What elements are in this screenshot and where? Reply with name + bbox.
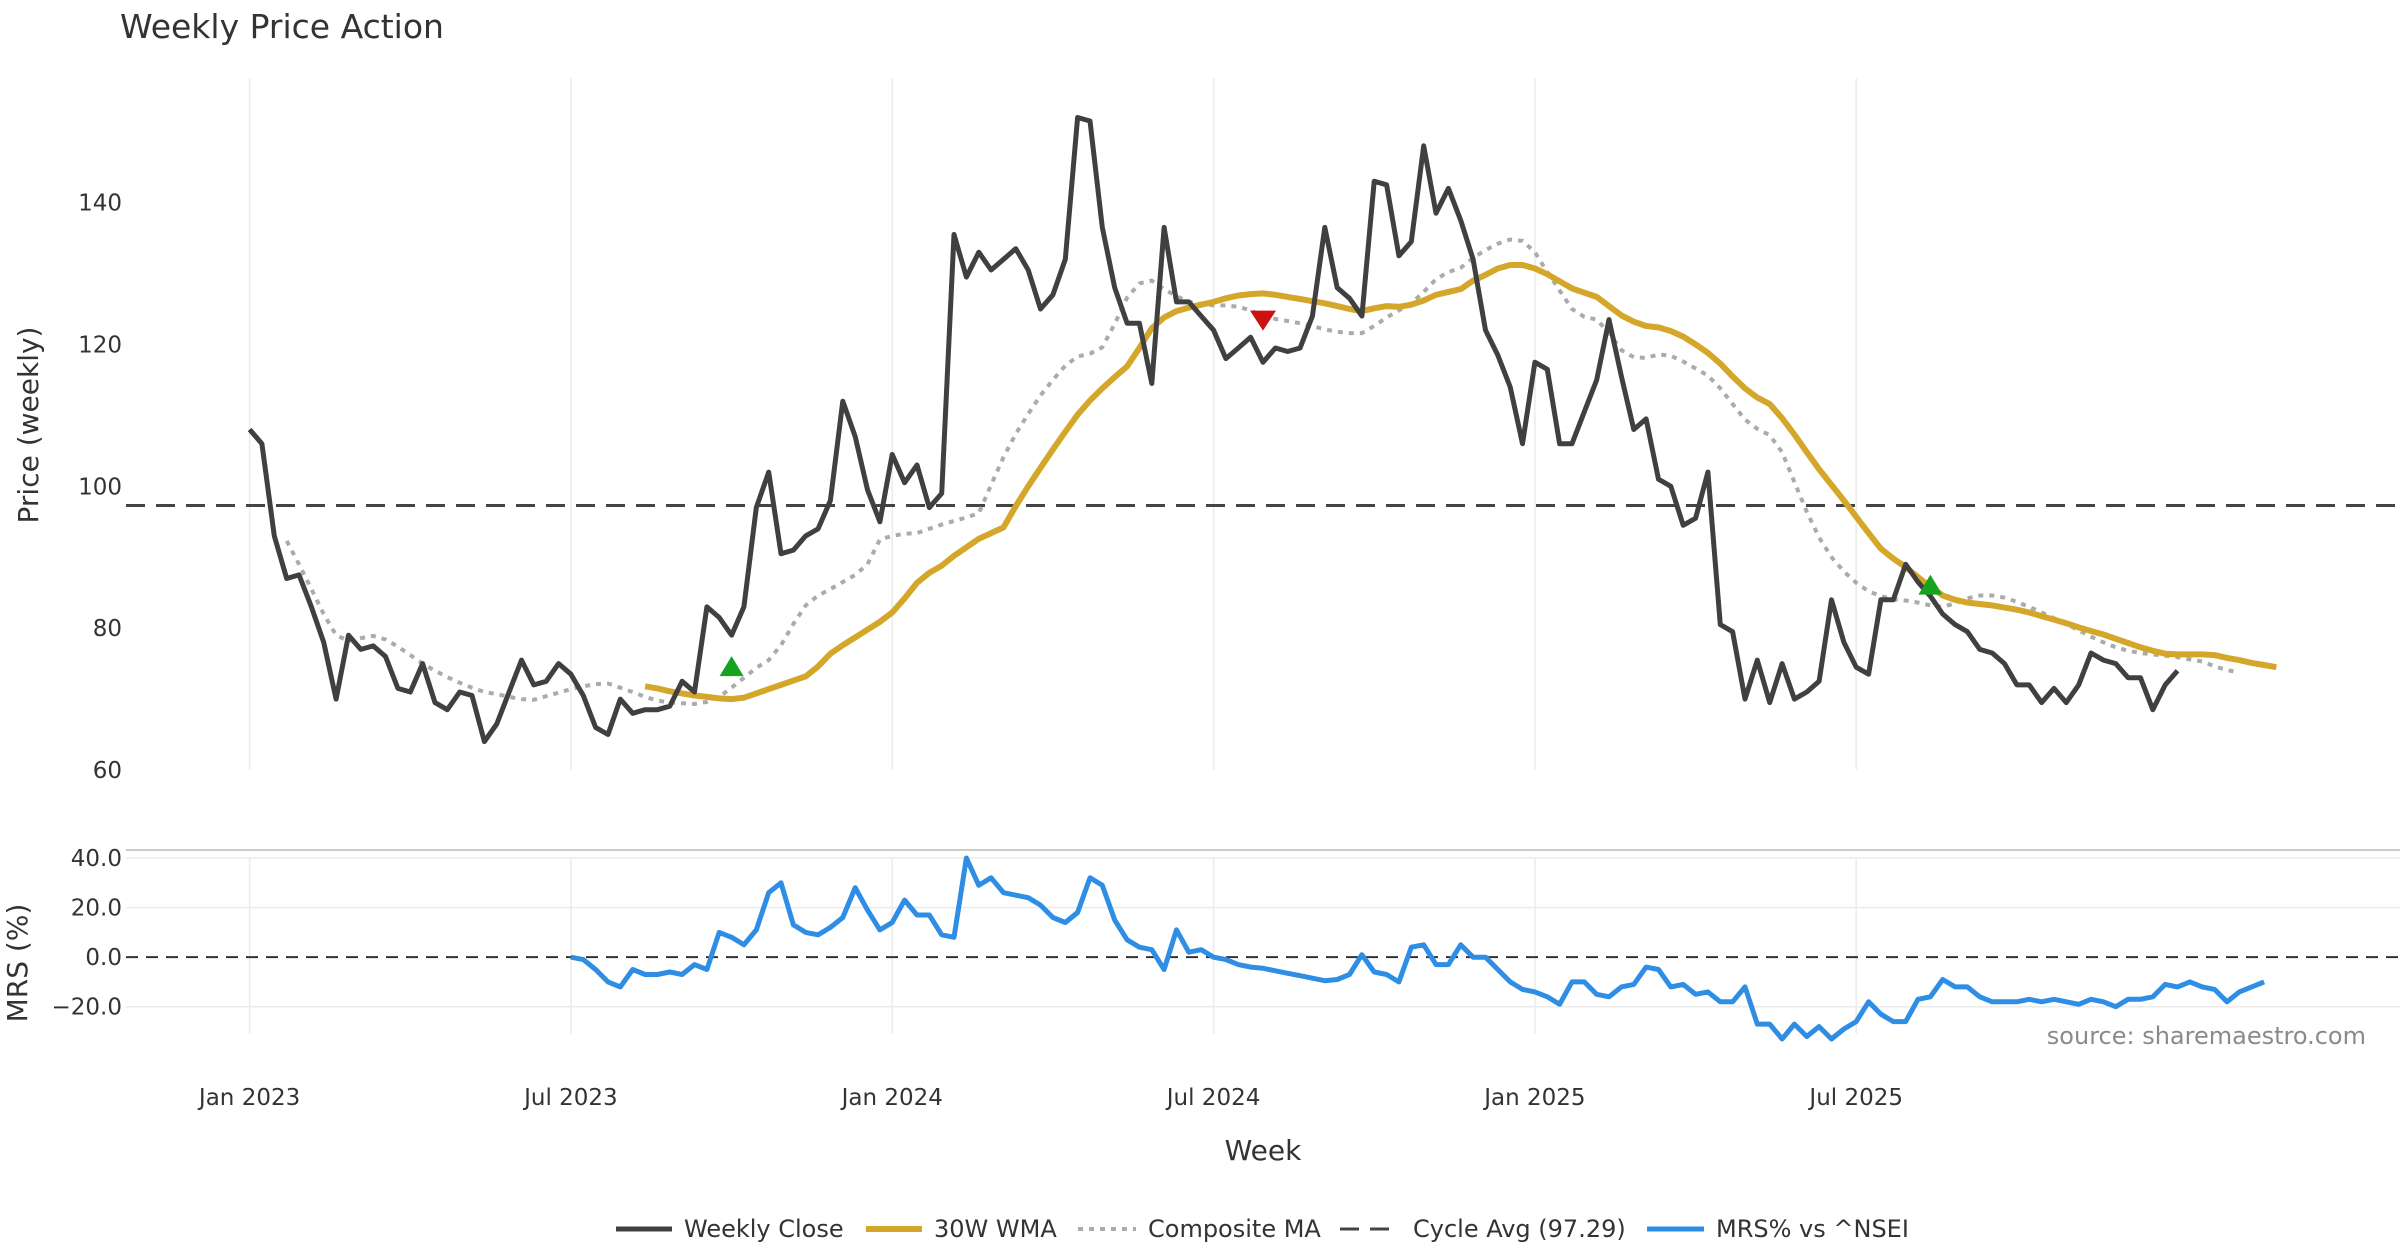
legend-label-wma: 30W WMA — [934, 1215, 1057, 1243]
buy-signal-marker-2 — [1918, 574, 1943, 595]
mrs-y-tick-2: 0.0 — [85, 945, 122, 971]
chart-title: Weekly Price Action — [120, 7, 444, 46]
x-tick-0: Jan 2023 — [197, 1085, 300, 1111]
legend-label-composite: Composite MA — [1148, 1215, 1321, 1243]
x-ticks: Jan 2023 Jul 2023 Jan 2024 Jul 2024 Jan 2025… — [197, 1085, 1903, 1111]
price-y-tick-120: 120 — [78, 332, 122, 358]
x-tick-2: Jan 2024 — [840, 1085, 943, 1111]
wma-30-line — [644, 262, 2277, 703]
x-tick-3: Jul 2024 — [1165, 1085, 1261, 1111]
x-tick-5: Jul 2025 — [1807, 1085, 1903, 1111]
sell-signal-marker-1 — [1250, 310, 1276, 331]
x-tick-1: Jul 2023 — [522, 1085, 618, 1111]
mrs-grid — [126, 857, 2400, 1034]
signal-markers — [719, 310, 1943, 677]
legend-label-cycle: Cycle Avg (97.29) — [1413, 1215, 1626, 1243]
mrs-line — [570, 855, 2266, 1042]
price-y-tick-60: 60 — [93, 758, 122, 784]
x-tick-4: Jan 2025 — [1482, 1085, 1585, 1111]
buy-signal-marker-0 — [719, 656, 744, 677]
mrs-y-tick-1: 20.0 — [71, 896, 122, 922]
legend-label-weekly-close: Weekly Close — [684, 1215, 844, 1243]
mrs-axis-label: MRS (%) — [1, 904, 34, 1023]
price-y-ticks: 60 80 100 120 140 — [78, 191, 122, 784]
mrs-y-ticks: 40.0 20.0 0.0 −20.0 — [52, 846, 122, 1021]
price-y-tick-140: 140 — [78, 191, 122, 217]
legend: Weekly Close 30W WMA Composite MA Cycle … — [616, 1215, 1909, 1243]
price-axis-label: Price (weekly) — [12, 327, 45, 524]
price-y-tick-80: 80 — [93, 616, 122, 642]
x-axis-label: Week — [1225, 1134, 1302, 1167]
price-y-tick-100: 100 — [78, 474, 122, 500]
mrs-y-tick-0: 40.0 — [71, 846, 122, 872]
mrs-y-tick-3: −20.0 — [52, 995, 122, 1021]
price-grid — [248, 78, 1857, 770]
legend-label-mrs: MRS% vs ^NSEI — [1716, 1215, 1909, 1243]
composite-ma-line — [284, 237, 2240, 706]
source-label: source: sharemaestro.com — [2047, 1022, 2366, 1050]
weekly-close-line — [247, 115, 2180, 745]
